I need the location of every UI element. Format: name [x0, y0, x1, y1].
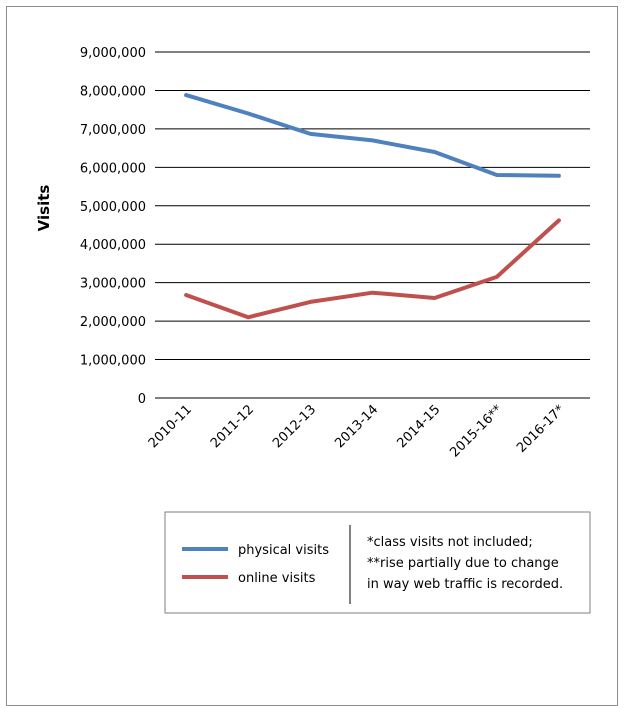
y-tick-label: 5,000,000	[80, 200, 146, 215]
x-tick-label: 2014-15	[394, 402, 443, 451]
y-tick-label: 1,000,000	[80, 354, 146, 369]
y-tick-label: 6,000,000	[80, 161, 146, 176]
y-tick-label: 7,000,000	[80, 123, 146, 138]
note-line-3: in way web traffic is recorded.	[367, 577, 563, 592]
x-tick-label: 2016-17*	[514, 402, 568, 456]
x-tick-label: 2012-13	[270, 402, 319, 451]
y-tick-label: 8,000,000	[80, 84, 146, 99]
y-tick-label: 0	[138, 392, 146, 407]
series-lines	[184, 93, 561, 320]
x-tick-label: 2015-16**	[447, 402, 506, 461]
legend-label: physical visits	[238, 543, 329, 558]
x-tick-labels: 2010-11 2011-12 2012-13 2013-14 2014-15 2015-…	[146, 402, 568, 461]
legend-label: online visits	[238, 571, 316, 586]
y-tick-labels: 0 1,000,000 2,000,000 3,000,000 4,000,000 5,0…	[80, 46, 146, 407]
x-tick-label: 2010-11	[146, 402, 195, 451]
y-tick-label: 4,000,000	[80, 238, 146, 253]
note-line-2: **rise partially due to change	[367, 556, 559, 571]
series-line-physical-visits	[184, 93, 561, 178]
legend: physical visits online visits *class visi…	[164, 511, 591, 614]
y-tick-label: 2,000,000	[80, 315, 146, 330]
series-line-online-visits	[184, 218, 561, 320]
y-tick-label: 3,000,000	[80, 277, 146, 292]
y-tick-label: 9,000,000	[80, 46, 146, 61]
line-chart: 0 1,000,000 2,000,000 3,000,000 4,000,000 5,0…	[35, 46, 591, 614]
x-tick-label: 2011-12	[208, 402, 257, 451]
legend-entries: physical visits online visits	[182, 543, 329, 586]
gridlines	[155, 51, 590, 399]
legend-border	[164, 511, 591, 614]
x-tick-label: 2013-14	[332, 402, 381, 451]
y-axis-label: Visits	[35, 185, 53, 232]
note-line-1: *class visits not included;	[367, 535, 533, 550]
